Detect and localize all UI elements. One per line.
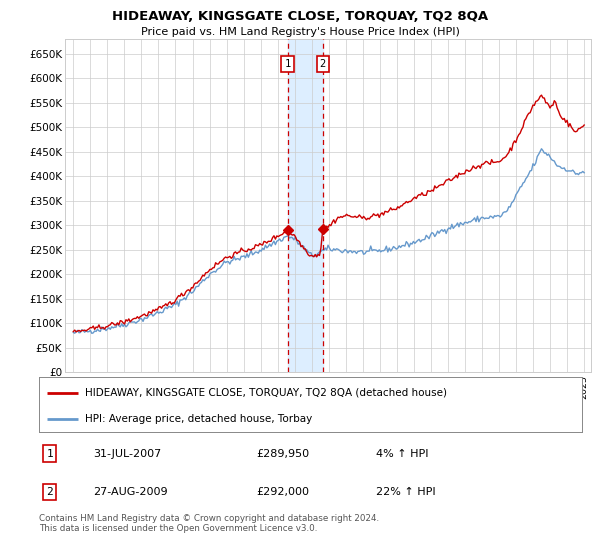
Text: 2: 2 xyxy=(46,487,53,497)
Text: 1: 1 xyxy=(46,449,53,459)
Text: £292,000: £292,000 xyxy=(256,487,309,497)
Text: Contains HM Land Registry data © Crown copyright and database right 2024.
This d: Contains HM Land Registry data © Crown c… xyxy=(39,514,379,534)
Text: 2: 2 xyxy=(320,59,326,69)
Text: 1: 1 xyxy=(284,59,290,69)
Text: £289,950: £289,950 xyxy=(256,449,310,459)
Bar xyxy=(287,39,323,372)
Text: HPI: Average price, detached house, Torbay: HPI: Average price, detached house, Torb… xyxy=(85,414,313,423)
Text: 27-AUG-2009: 27-AUG-2009 xyxy=(94,487,168,497)
Text: 22% ↑ HPI: 22% ↑ HPI xyxy=(376,487,435,497)
Text: 4% ↑ HPI: 4% ↑ HPI xyxy=(376,449,428,459)
Text: Price paid vs. HM Land Registry's House Price Index (HPI): Price paid vs. HM Land Registry's House … xyxy=(140,27,460,37)
Text: HIDEAWAY, KINGSGATE CLOSE, TORQUAY, TQ2 8QA (detached house): HIDEAWAY, KINGSGATE CLOSE, TORQUAY, TQ2 … xyxy=(85,388,447,398)
Text: HIDEAWAY, KINGSGATE CLOSE, TORQUAY, TQ2 8QA: HIDEAWAY, KINGSGATE CLOSE, TORQUAY, TQ2 … xyxy=(112,10,488,23)
Text: 31-JUL-2007: 31-JUL-2007 xyxy=(94,449,161,459)
